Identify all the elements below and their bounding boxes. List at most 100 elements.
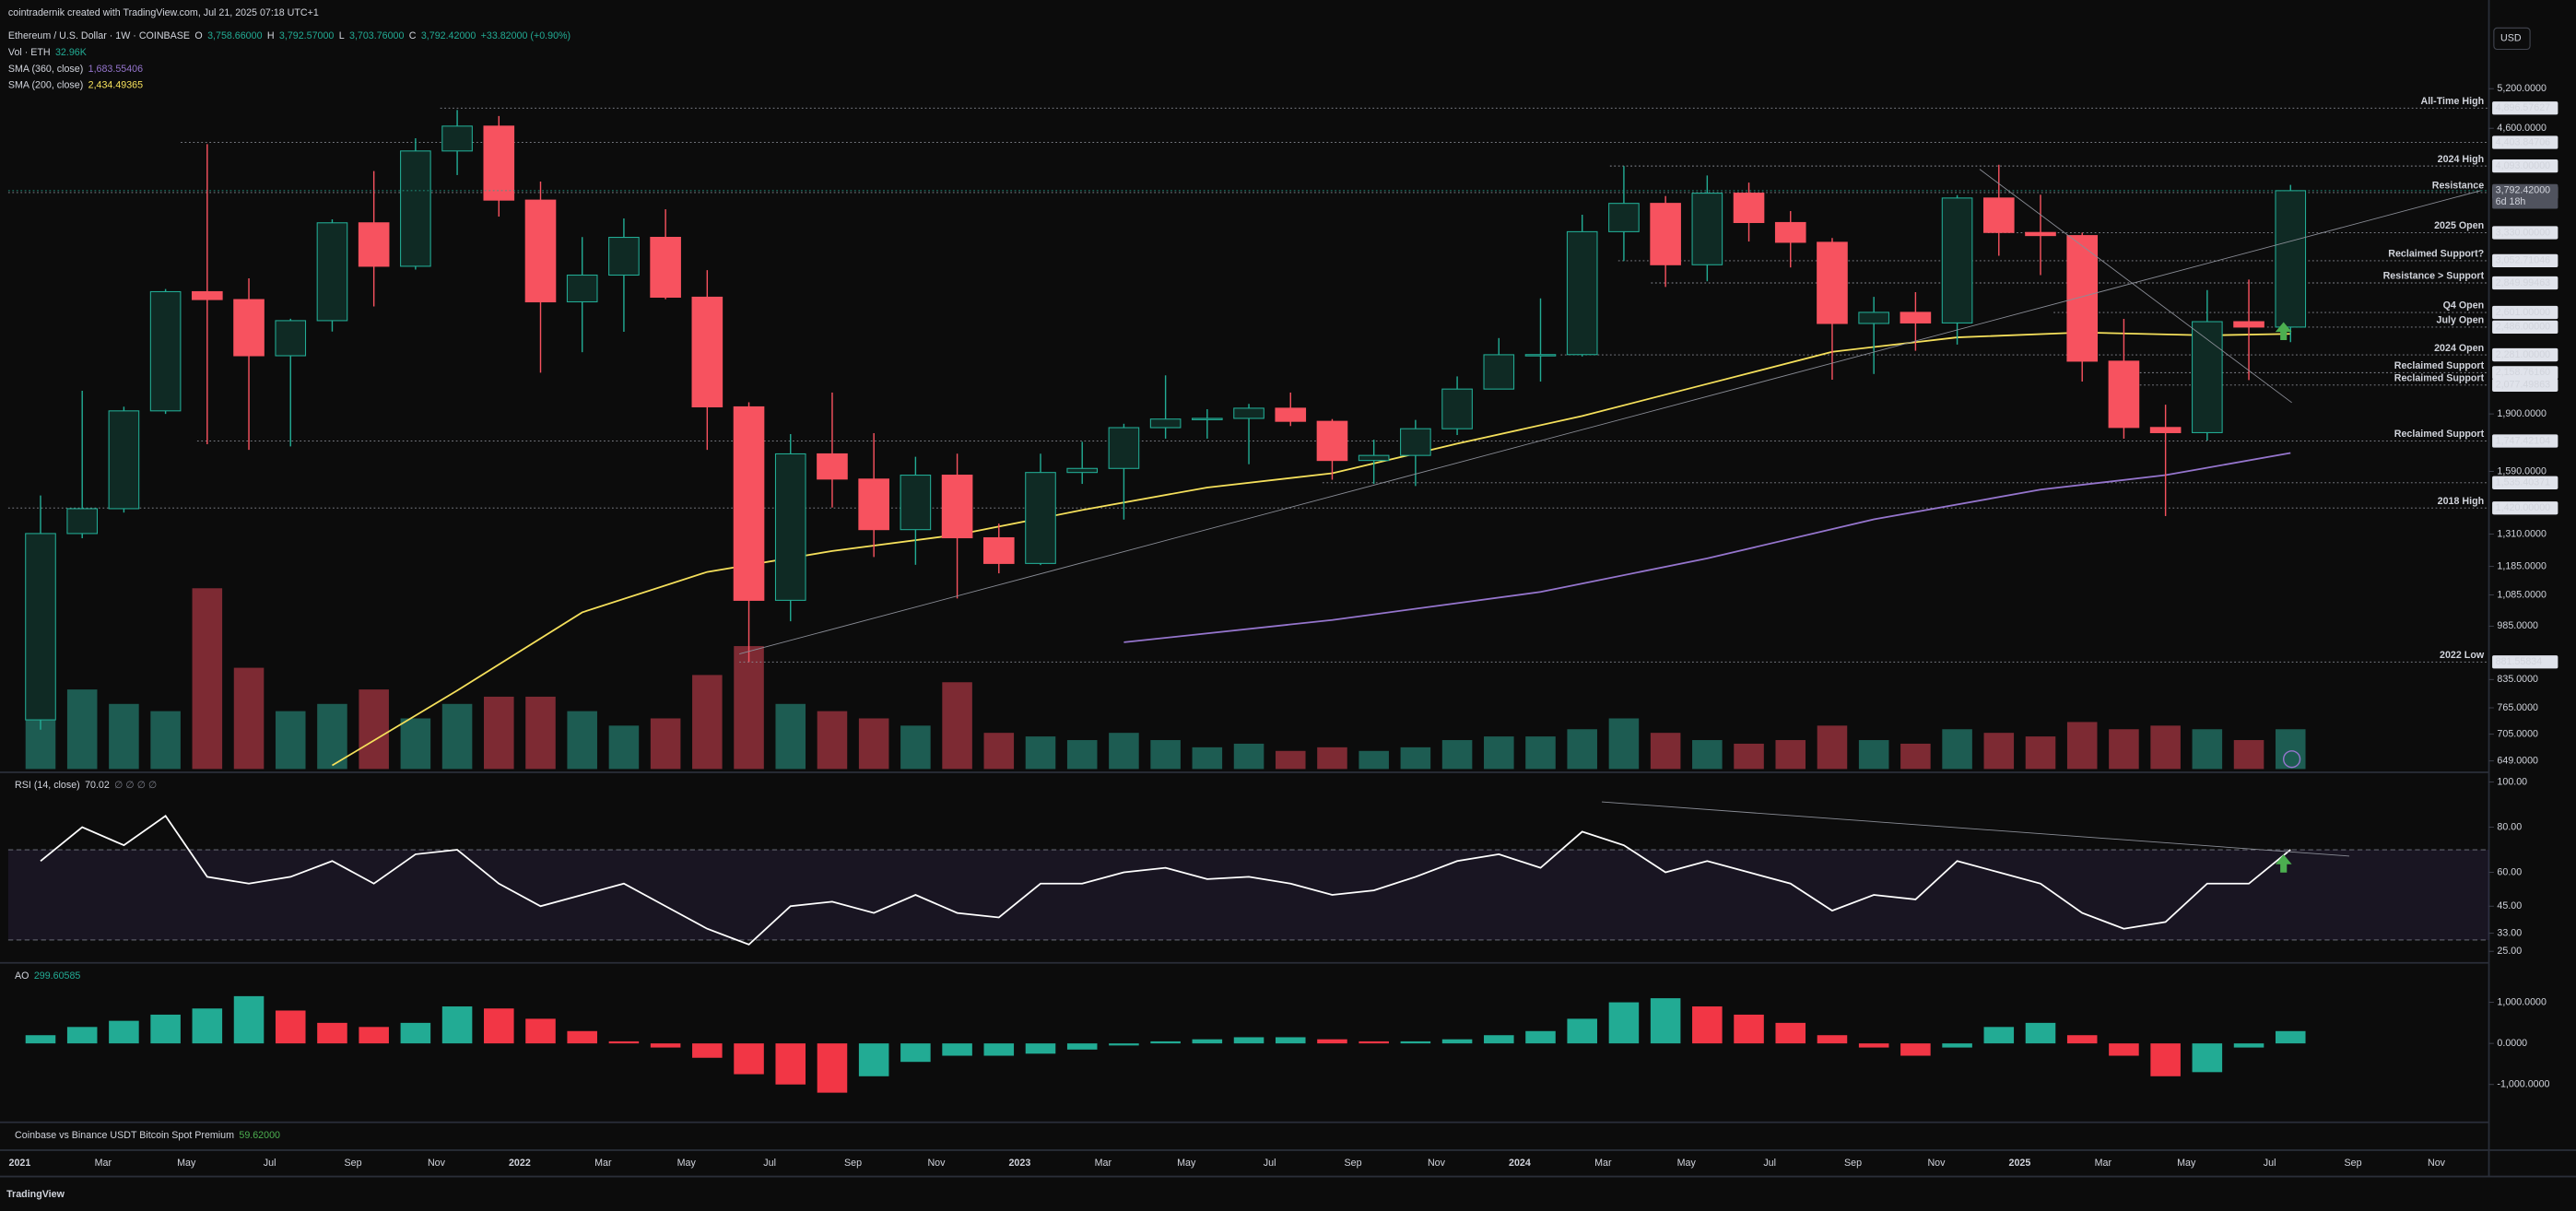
candle-body — [1774, 221, 1806, 243]
candle-body — [1275, 407, 1307, 422]
level-value-box — [2492, 378, 2558, 392]
x-tick-label: Mar — [1095, 1158, 1112, 1169]
currency-label[interactable]: USD — [2500, 33, 2522, 44]
ao-bar — [567, 1030, 597, 1044]
x-tick-label: 2025 — [2009, 1158, 2031, 1169]
level-value-box — [2492, 159, 2558, 173]
quote-change: +33.82000 (+0.90%) — [481, 30, 570, 41]
candle-body — [1192, 417, 1223, 420]
quote-key: O — [194, 30, 202, 41]
plot-layer: 2021 Mar May Jul Sep Nov 2022 Mar May Jul Sep Nov 20… — [7, 30, 2558, 1169]
volume-bar — [1858, 740, 1889, 770]
x-tick-label: Sep — [2345, 1158, 2362, 1169]
level-name: July Open — [2437, 315, 2485, 326]
x-tick-label: Sep — [844, 1158, 862, 1169]
x-tick-label: May — [1177, 1158, 1196, 1169]
legend: SMA (360, close) 1,683.55406 — [8, 64, 143, 75]
x-tick-label: Mar — [95, 1158, 112, 1169]
ao-bar — [1608, 1002, 1640, 1044]
indicator-name: RSI (14, close) — [15, 780, 80, 791]
level-value: 2,486.00000 — [2496, 322, 2550, 333]
ao-bar — [1025, 1043, 1056, 1054]
volume-bar — [650, 718, 681, 770]
candle-body — [566, 274, 598, 303]
y-tick-label: 985.0000 — [2497, 620, 2538, 631]
x-tick-label: 2021 — [9, 1158, 31, 1169]
quote-value: 3,792.42000 — [421, 30, 476, 41]
ao-bar — [1484, 1035, 1514, 1044]
candle-body — [1400, 428, 1431, 456]
header-text: cointradernik created with TradingView.c… — [8, 7, 319, 18]
volume-bar — [484, 696, 514, 770]
ao-bar — [1233, 1037, 1264, 1044]
x-tick-label: 2024 — [1509, 1158, 1531, 1169]
ao-bar — [650, 1043, 681, 1048]
indicator-name: Coinbase vs Binance USDT Bitcoin Spot Pr… — [15, 1130, 234, 1141]
volume-bar — [1900, 743, 1931, 770]
ao-bar — [317, 1022, 347, 1044]
level-value-box — [2492, 655, 2558, 669]
ao-bar — [1775, 1022, 1806, 1044]
quote-value: 3,792.57000 — [279, 30, 334, 41]
volume-bar — [109, 703, 139, 770]
quote-key: C — [409, 30, 417, 41]
x-tick-label: Mar — [2095, 1158, 2112, 1169]
candle-body — [733, 406, 765, 601]
quote-key: H — [267, 30, 275, 41]
ao-bar — [858, 1043, 889, 1076]
candle-body — [1941, 197, 1973, 323]
candle-body — [316, 222, 348, 322]
level-value: 4,403.84706 — [2496, 136, 2550, 147]
volume-bar — [1400, 747, 1431, 770]
y-tick-label: 80.00 — [2497, 821, 2522, 832]
volume-bar — [1192, 747, 1223, 770]
volume-bar — [233, 667, 265, 770]
volume-bar — [1608, 718, 1640, 770]
ao-bar — [2025, 1022, 2056, 1044]
arrow-up-icon — [2275, 322, 2292, 341]
legend: SMA (200, close) 2,434.49365 — [8, 80, 143, 91]
ao-bar — [525, 1018, 556, 1044]
footer-logo[interactable]: TradingView — [6, 1189, 65, 1200]
currency-button[interactable] — [2493, 27, 2531, 51]
level-value-box — [2492, 476, 2558, 489]
candle-body — [1233, 407, 1264, 419]
ao-bar — [150, 1014, 181, 1044]
ao-bar — [983, 1043, 1015, 1056]
volume-bar — [2109, 729, 2139, 770]
y-tick-label: 100.00 — [2497, 776, 2527, 787]
indicator-name: Vol · ETH — [8, 47, 51, 58]
candle-body — [608, 237, 640, 276]
candle-body — [2149, 427, 2182, 433]
ao-bar — [441, 1006, 473, 1044]
alert-icon[interactable] — [2282, 750, 2301, 769]
countdown-label: 6d 18h — [2496, 196, 2526, 207]
level-value-box — [2492, 253, 2558, 268]
ao-bar — [359, 1027, 389, 1044]
candle-body — [1691, 193, 1723, 265]
ao-bar — [608, 1041, 640, 1044]
x-tick-label: May — [1677, 1158, 1697, 1169]
indicator-value: 32.96K — [55, 47, 88, 58]
volume-bar — [2275, 729, 2306, 770]
candle-body — [2066, 235, 2099, 362]
ao-bar — [1734, 1014, 1764, 1044]
level-value-box — [2492, 226, 2558, 240]
ao-bar — [233, 995, 265, 1044]
level-name: 2018 High — [2438, 496, 2484, 507]
volume-bar — [1066, 740, 1098, 770]
candle-body — [1733, 193, 1765, 223]
volume-bar — [775, 703, 806, 770]
volume-bar — [1233, 743, 1264, 770]
ao-bar — [2233, 1043, 2264, 1048]
candle-body — [400, 150, 431, 267]
rsi-band — [7, 850, 2489, 940]
ao-bar — [192, 1008, 223, 1044]
candle-body — [1650, 203, 1681, 265]
volume-bar — [1983, 733, 2015, 770]
ao-bar — [1109, 1043, 1139, 1046]
candle-body — [483, 125, 515, 201]
volume-bar — [1317, 747, 1347, 770]
indicator-extra: ∅ ∅ ∅ ∅ — [114, 780, 157, 791]
